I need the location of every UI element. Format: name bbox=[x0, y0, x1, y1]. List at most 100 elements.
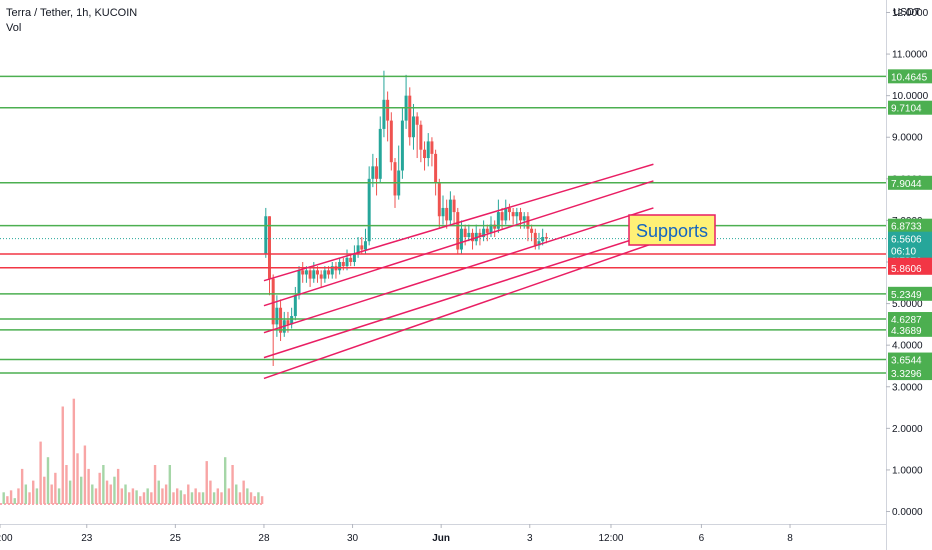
volume-bar bbox=[80, 476, 83, 504]
volume-bar bbox=[135, 490, 138, 504]
candle-body bbox=[386, 99, 390, 121]
volume-bar bbox=[13, 498, 16, 504]
volume-bar bbox=[157, 480, 160, 504]
volume-bar bbox=[61, 406, 64, 504]
candle-body bbox=[419, 124, 423, 150]
candle-body bbox=[378, 128, 382, 179]
symbol-title[interactable]: Terra / Tether, 1h, KUCOIN bbox=[6, 7, 138, 19]
volume-bar bbox=[198, 492, 201, 504]
time-tick-label: 28 bbox=[258, 533, 270, 544]
candle-body bbox=[467, 232, 471, 238]
channel-line bbox=[263, 207, 654, 334]
volume-bar bbox=[120, 488, 124, 504]
price-tick-label: 4.0000 bbox=[892, 341, 923, 352]
candles bbox=[264, 70, 548, 366]
level-price-tag bbox=[888, 366, 932, 381]
volume-bar bbox=[46, 457, 50, 504]
candle-body bbox=[456, 212, 460, 250]
volume-bar bbox=[43, 476, 46, 504]
time-tick-label: 12:00 bbox=[0, 533, 13, 544]
candle-body bbox=[304, 270, 308, 275]
volume-bar bbox=[238, 492, 242, 504]
level-price-tag bbox=[888, 312, 932, 327]
level-price-text: 3.6544 bbox=[891, 356, 922, 367]
candle-body bbox=[267, 216, 271, 279]
candle-body bbox=[448, 199, 452, 221]
volume-bar bbox=[246, 488, 249, 504]
candle-body bbox=[330, 266, 334, 275]
price-tick-label: 11.0000 bbox=[892, 50, 928, 61]
candle-body bbox=[434, 153, 438, 183]
volume-bar bbox=[35, 488, 39, 504]
volume-bar bbox=[128, 492, 131, 504]
candle-body bbox=[271, 278, 275, 325]
candle-body bbox=[297, 270, 301, 296]
time-tick-label: 12:00 bbox=[598, 533, 623, 544]
volume-label[interactable]: Vol bbox=[6, 22, 22, 34]
volume-bar bbox=[249, 492, 253, 504]
volume-bar bbox=[142, 492, 146, 504]
volume-bar bbox=[212, 492, 216, 504]
volume-bar bbox=[194, 488, 197, 504]
candle-body bbox=[541, 237, 545, 242]
candle-body bbox=[445, 207, 449, 221]
level-price-text: 9.7104 bbox=[891, 104, 922, 115]
volume-bar bbox=[124, 484, 127, 504]
chart-legend: Terra / Tether, 1h, KUCOIN Vol bbox=[6, 6, 137, 36]
volume-bar bbox=[168, 465, 172, 504]
level-price-tag bbox=[888, 322, 932, 337]
time-tick-label: 30 bbox=[347, 533, 359, 544]
volume-bar bbox=[113, 476, 116, 504]
time-axis[interactable]: 12:00 23 25 28 30 Jun 3 12:00 6 8 bbox=[0, 524, 886, 544]
volume-bar bbox=[176, 488, 179, 504]
price-tick-label: 3.0000 bbox=[892, 382, 923, 393]
candle-body bbox=[537, 241, 541, 246]
candle-body bbox=[463, 228, 467, 238]
volume-bar bbox=[164, 484, 168, 504]
channel-line bbox=[263, 232, 654, 359]
volume-bar bbox=[257, 492, 260, 504]
candle-body bbox=[356, 245, 360, 254]
price-tick-label: 5.0000 bbox=[892, 299, 923, 310]
level-price-text: 4.3689 bbox=[891, 326, 922, 337]
candle-body bbox=[415, 116, 419, 125]
channel-line bbox=[263, 163, 654, 282]
candle-body bbox=[511, 212, 515, 217]
candle-body bbox=[352, 253, 356, 262]
channel-lines[interactable] bbox=[263, 163, 654, 380]
candle-body bbox=[496, 212, 500, 229]
candle-body bbox=[400, 120, 404, 171]
candle-body bbox=[507, 207, 511, 213]
volume-bar bbox=[205, 461, 208, 504]
candle-body bbox=[349, 257, 353, 262]
candle-body bbox=[459, 228, 463, 250]
candle-body bbox=[375, 166, 379, 179]
candle-body bbox=[345, 257, 349, 267]
volume-bar bbox=[209, 480, 212, 504]
volume-bar bbox=[24, 484, 28, 504]
volume-bar bbox=[72, 398, 76, 504]
candle-body bbox=[312, 270, 316, 279]
candle-body bbox=[530, 228, 534, 233]
candle-body bbox=[426, 141, 430, 159]
volume-bar bbox=[39, 441, 42, 504]
candle-body bbox=[423, 149, 427, 159]
horizontal-levels[interactable] bbox=[0, 75, 886, 374]
volume-bar bbox=[102, 465, 105, 504]
volume-bar bbox=[201, 492, 205, 504]
supports-text: Supports bbox=[636, 221, 708, 241]
price-tick-label: 1.0000 bbox=[892, 465, 923, 476]
time-tick-label: 8 bbox=[787, 533, 793, 544]
candle-body bbox=[371, 166, 375, 179]
volume-bar bbox=[50, 484, 53, 504]
level-price-tag bbox=[888, 100, 932, 115]
volume-bar bbox=[190, 492, 194, 504]
volume-bar bbox=[260, 496, 264, 504]
volume-bar bbox=[216, 488, 220, 504]
level-price-text: 5.8606 bbox=[891, 264, 922, 275]
supports-annotation[interactable]: Supports bbox=[628, 214, 716, 246]
candle-body bbox=[478, 232, 482, 238]
volume-bar bbox=[172, 492, 175, 504]
supports-box[interactable] bbox=[628, 214, 716, 246]
